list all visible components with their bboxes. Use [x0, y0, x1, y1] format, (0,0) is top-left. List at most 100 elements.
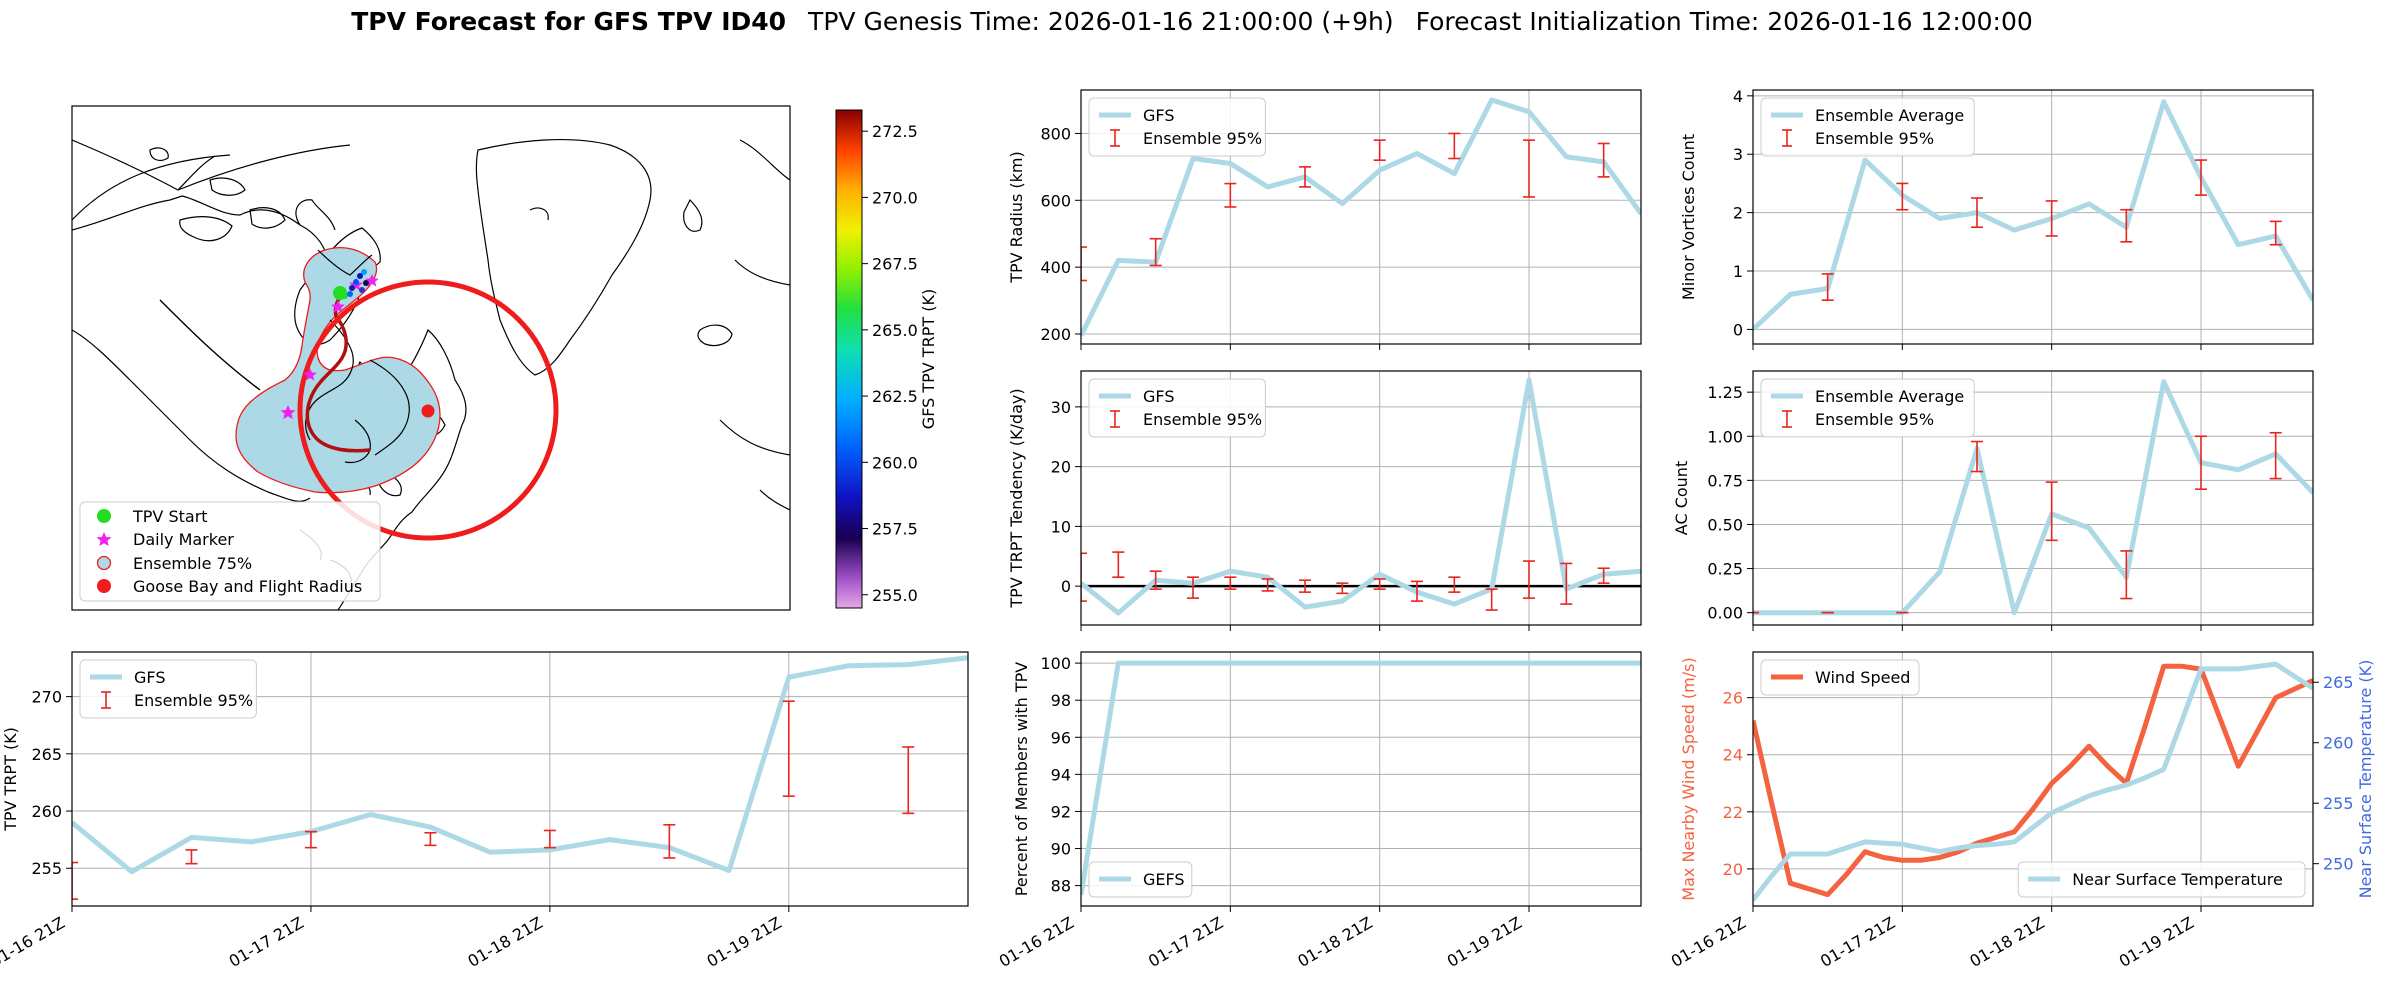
errorbar: [1299, 166, 1311, 188]
errorbar: [1971, 197, 1983, 229]
series-line-near-surface-temperature: [1753, 661, 2313, 902]
y-tick-label: 3: [1733, 145, 1743, 164]
legend-box: [79, 659, 257, 719]
y-tick-label: 92: [1051, 802, 1071, 821]
map-legend-box: [79, 501, 381, 602]
legend-start-icon: [97, 509, 111, 523]
colorbar-tick-label: 260.0: [872, 453, 918, 472]
errorbar: [1411, 580, 1423, 602]
x-tick-label: 01-16 21Z: [0, 913, 68, 971]
plot-frame: [1080, 370, 1642, 626]
errorbar: [1081, 246, 1087, 282]
errorbar: [1896, 182, 1909, 211]
legend-ensemble-label: Ensemble 75%: [133, 554, 252, 573]
legend-start-label: TPV Start: [132, 507, 208, 526]
y-tick-label: 96: [1051, 728, 1071, 747]
y-tick-label: 10: [1051, 517, 1071, 536]
legend-daily-icon: [96, 532, 112, 547]
legend-label: Wind Speed: [1815, 668, 1910, 687]
chart-wind_temp: 01-16 21Z 01-17 21Z 01-18 21Z 01-19 21Z 20 22…: [1668, 651, 2375, 971]
flight-radius-circle: [297, 279, 559, 541]
y-tick-label: 0.25: [1707, 560, 1743, 579]
legend: GFS Ensemble 95%: [1088, 378, 1266, 438]
errorbar: [1373, 139, 1386, 161]
errorbar: [2045, 200, 2058, 237]
y-tick-label: 1.00: [1707, 427, 1743, 446]
plot-content: [72, 655, 968, 900]
legend-box: [1760, 659, 1920, 696]
y-tick-label: 260: [31, 802, 62, 821]
map-legend: TPV Start Daily Marker Ensemble 75% Goos…: [79, 501, 381, 602]
y-axis-label: AC Count: [1672, 461, 1691, 535]
errorbar: [1523, 560, 1535, 599]
errorbar: [2120, 550, 2133, 600]
y-axis-label: TPV Radius (km): [1007, 151, 1026, 284]
legend: GFS Ensemble 95%: [1088, 97, 1266, 157]
errorbar: [1821, 273, 1834, 302]
y-axis-label: TPV TRPT Tendency (K/day): [1007, 388, 1026, 608]
colorbar-label: GFS TPV TRPT (K): [919, 289, 938, 429]
errorbar: [1448, 576, 1461, 593]
x-tick-label: 01-19 21Z: [704, 913, 785, 971]
plot-content: [1753, 379, 2313, 616]
title-init: Forecast Initialization Time: 2026-01-16…: [1416, 7, 2033, 36]
map-panel: TPV Start Daily Marker Ensemble 75% Goos…: [71, 105, 938, 611]
y-right-tick-label: 255: [2323, 794, 2354, 813]
y-tick-label: 800: [1040, 124, 1071, 143]
errorbar: [1971, 440, 1983, 473]
y-tick-label: 20: [1723, 860, 1743, 879]
chart-ac: 0.00 0.25 0.50 0.75 1.00 1.25 AC Count Ensemble…: [1672, 370, 2314, 631]
colorbar-gradient: [835, 109, 863, 609]
legend-daily-label: Daily Marker: [133, 530, 234, 549]
y-tick-label: 26: [1723, 689, 1743, 708]
y-axis-label: Max Nearby Wind Speed (m/s): [1679, 657, 1698, 900]
x-tick-label: 01-17 21Z: [1145, 913, 1226, 971]
series-line-gfs: [1081, 377, 1641, 616]
errorbar: [1597, 142, 1610, 178]
plot-content: [1753, 661, 2313, 902]
map-frame: [71, 105, 791, 611]
errorbar: [72, 861, 78, 900]
legend-label: Near Surface Temperature: [2072, 870, 2283, 889]
errorbar: [1336, 582, 1349, 595]
plot-content: [1081, 660, 1641, 896]
errorbar: [1299, 579, 1311, 593]
y-tick-label: 0.00: [1707, 604, 1743, 623]
y-tick-label: 30: [1051, 398, 1071, 417]
ensemble-75-area: [235, 247, 441, 494]
y-tick-label: 22: [1723, 803, 1743, 822]
y-tick-label: 94: [1051, 765, 1071, 784]
colorbar-tick-label: 272.5: [872, 122, 918, 141]
legend-ensemble-icon: [96, 555, 112, 571]
plot-frame: [1752, 370, 2314, 626]
legend: Ensemble Average Ensemble 95%: [1760, 378, 1975, 438]
y-right-tick-label: 265: [2323, 673, 2354, 692]
legend-label: Ensemble 95%: [1815, 410, 1934, 429]
y-tick-label: 0: [1061, 577, 1071, 596]
plot-frame: [1752, 651, 2314, 907]
series-line-ensemble-average: [1753, 99, 2313, 332]
legend: Near Surface Temperature: [2017, 861, 2306, 898]
colorbar-tick-label: 257.5: [872, 520, 918, 539]
chart-radius: 200 400 600 800 TPV Radius (km) GFS Ensemble 9…: [1007, 89, 1642, 350]
plot-content: [1081, 97, 1641, 337]
x-tick-label: 01-18 21Z: [1294, 913, 1375, 971]
colorbar-tick-label: 262.5: [872, 387, 918, 406]
errorbar: [2120, 208, 2133, 243]
y-tick-label: 90: [1051, 840, 1071, 859]
legend-label: Ensemble 95%: [1143, 410, 1262, 429]
y-tick-label: 200: [1040, 325, 1071, 344]
y-tick-label: 270: [31, 688, 62, 707]
errorbar: [304, 830, 317, 849]
errorbar: [1112, 551, 1125, 578]
errorbar: [663, 823, 676, 859]
y-tick-label: 88: [1051, 877, 1071, 896]
errorbar: [1560, 562, 1573, 605]
legend-label: GFS: [134, 668, 165, 687]
legend-label: Ensemble 95%: [134, 691, 253, 710]
legend: GEFS: [1088, 861, 1193, 898]
errorbar: [2269, 220, 2282, 246]
errorbar: [2269, 431, 2282, 480]
